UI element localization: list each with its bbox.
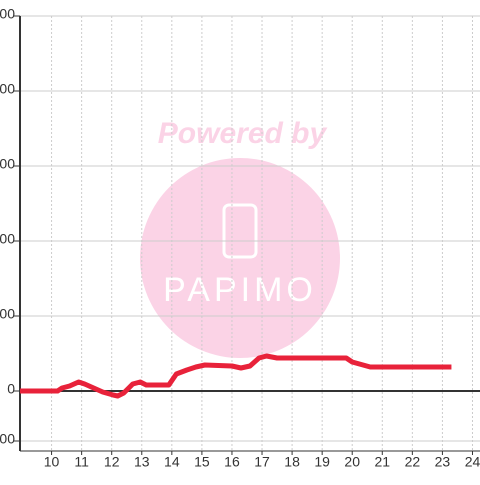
x-tick-label: 21	[374, 454, 390, 470]
x-tick-label: 20	[344, 454, 360, 470]
y-tick-label: 30,000	[0, 306, 15, 322]
watermark-text: Powered by	[158, 117, 328, 150]
x-tick-label: 16	[224, 454, 240, 470]
y-tick-label: 0	[7, 381, 15, 397]
y-tick-label: 150,000	[0, 6, 15, 22]
x-tick-label: 11	[74, 454, 89, 470]
x-tick-label: 24	[465, 454, 480, 470]
watermark-icon	[222, 203, 258, 259]
x-tick-label: 10	[44, 454, 60, 470]
x-tick-label: 13	[134, 454, 150, 470]
x-tick-label: 23	[435, 454, 451, 470]
x-tick-label: 15	[194, 454, 210, 470]
watermark-text: PAPIMO	[163, 271, 317, 309]
x-tick-label: 17	[254, 454, 270, 470]
x-tick-label: 22	[405, 454, 421, 470]
x-tick-label: 12	[104, 454, 120, 470]
y-tick-label: 90,000	[0, 156, 15, 172]
y-tick-label: 60,000	[0, 231, 15, 247]
line	[20, 353, 452, 399]
x-tick-label: 18	[284, 454, 300, 470]
y-tick-label: -20,000	[0, 431, 15, 447]
y-tick-label: 120,000	[0, 81, 15, 97]
x-tick-label: 19	[314, 454, 330, 470]
x-tick-label: 14	[164, 454, 180, 470]
